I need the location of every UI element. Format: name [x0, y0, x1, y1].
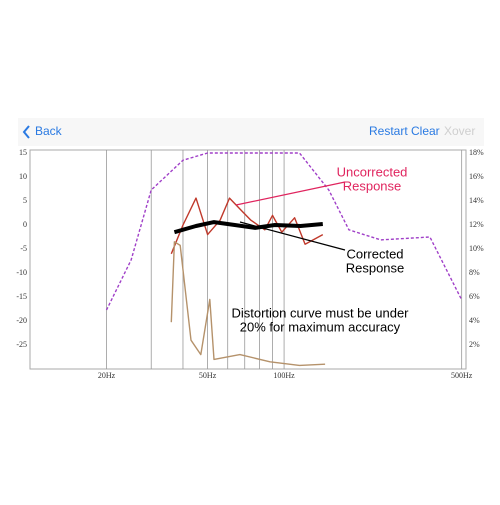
y2-tick-label: 10%: [469, 244, 484, 253]
annotation: 20% for maximum accuracy: [240, 319, 401, 334]
y-tick-label: 15: [19, 148, 27, 157]
y-tick-label: -5: [20, 244, 27, 253]
annotation-pointer: [235, 181, 346, 206]
plot: 20Hz 50Hz 100Hz 500Hz 15 10 5 0 -5 -10 -15 -20 -25 18…: [16, 148, 484, 380]
x-tick-label: 20Hz: [98, 371, 116, 380]
y-tick-label: -10: [16, 268, 27, 277]
restart-button[interactable]: Restart: [369, 124, 408, 138]
plot-frame: [29, 149, 467, 370]
y-tick-label: 10: [19, 172, 27, 181]
y-tick-label: 5: [23, 196, 27, 205]
annotation: Distortion curve must be under: [231, 305, 409, 320]
annotations: UncorrectedResponseCorrectedResponseDist…: [231, 164, 409, 334]
y-tick-label: -15: [16, 292, 27, 301]
series-line: [105, 152, 463, 311]
annotation: Uncorrected: [337, 164, 408, 179]
y2-tick-label: 2%: [469, 340, 480, 349]
y2-tick-label: 8%: [469, 268, 480, 277]
nav-bar: [18, 118, 484, 146]
annotation: Response: [343, 178, 402, 193]
clear-button[interactable]: Clear: [411, 124, 440, 138]
y2-tick-label: 16%: [469, 172, 484, 181]
series-line: [173, 220, 323, 235]
y-tick-label: 0: [23, 220, 27, 229]
series-line: [170, 197, 324, 255]
y2-tick-label: 14%: [469, 196, 484, 205]
annotation-pointer: [239, 221, 346, 251]
annotation: Response: [346, 260, 405, 275]
series-line: [170, 241, 326, 367]
back-button[interactable]: Back: [35, 124, 63, 138]
x-tick-label: 500Hz: [451, 371, 473, 380]
y2-tick-label: 6%: [469, 292, 480, 301]
x-tick-label: 100Hz: [273, 371, 295, 380]
y2-tick-label: 4%: [469, 316, 480, 325]
y2-tick-label: 12%: [469, 220, 484, 229]
xover-button: Xover: [444, 124, 475, 138]
y-tick-label: -25: [16, 340, 27, 349]
y-tick-label: -20: [16, 316, 27, 325]
annotation: Corrected: [346, 246, 403, 261]
y2-tick-label: 18%: [469, 148, 484, 157]
back-chevron[interactable]: [22, 125, 30, 139]
x-tick-label: 50Hz: [199, 371, 217, 380]
